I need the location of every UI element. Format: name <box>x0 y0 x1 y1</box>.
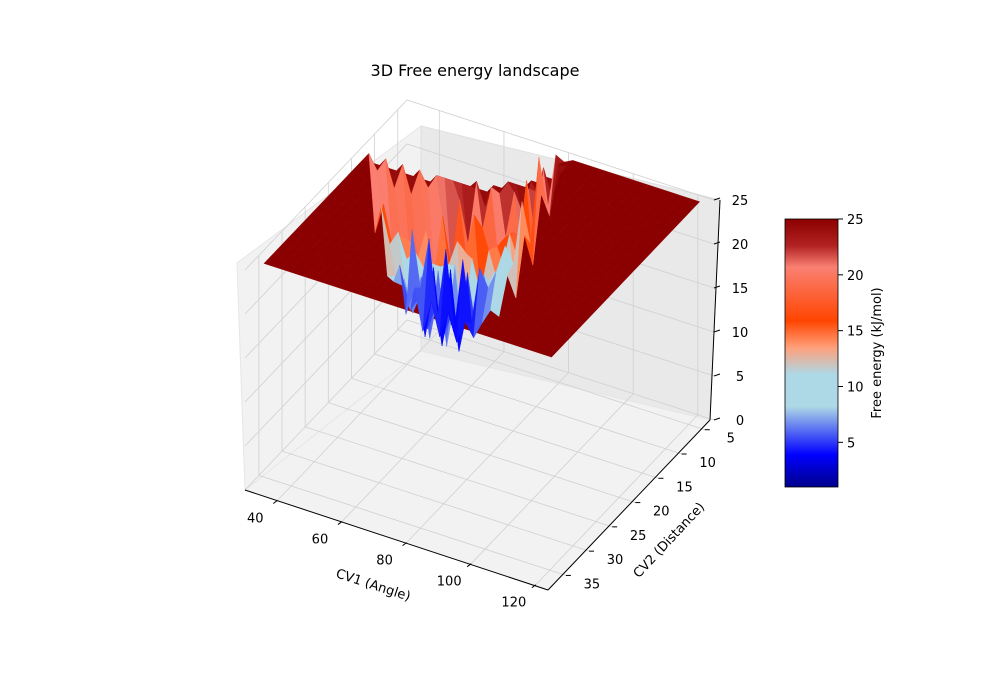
y-tick-label: 10 <box>699 456 716 471</box>
x-tick-mark <box>466 563 472 568</box>
z-tick-mark <box>713 373 721 377</box>
x-tick-label: 40 <box>247 512 264 527</box>
x-axis-label: CV1 (Angle) <box>334 567 412 605</box>
z-tick-label: 25 <box>732 194 749 209</box>
y-tick-label: 20 <box>653 505 670 520</box>
colorbar-tick-label: 15 <box>847 325 864 340</box>
x-tick-mark <box>402 542 407 547</box>
y-tick-label: 30 <box>607 553 624 568</box>
chart-title: 3D Free energy landscape <box>371 61 580 80</box>
x-tick-label: 100 <box>437 575 462 590</box>
z-tick-mark <box>713 329 721 333</box>
colorbar-tick-label: 25 <box>847 213 864 228</box>
surface-patch <box>684 198 701 209</box>
z-tick-label: 15 <box>732 282 749 297</box>
z-tick-mark <box>713 417 721 421</box>
y-tick-label: 35 <box>584 577 601 592</box>
colorbar-label: Free energy (kJ/mol) <box>870 287 885 418</box>
z-tick-mark <box>713 241 721 245</box>
y-tick-label: 25 <box>630 529 647 544</box>
energy-surface <box>263 153 701 358</box>
y-tick-label: 15 <box>676 480 693 495</box>
colorbar-ticks: 5 10 15 20 25 <box>838 213 864 451</box>
x-tick-label: 60 <box>312 533 329 548</box>
y-axis-ticks: 5 10 15 20 25 30 35 <box>565 429 735 592</box>
colorbar-tick-label: 20 <box>847 269 864 284</box>
x-tick-label: 80 <box>376 554 393 569</box>
z-grid-line <box>244 319 715 491</box>
z-tick-label: 20 <box>732 238 749 253</box>
z-tick-label: 5 <box>736 370 744 385</box>
x-axis-line <box>244 489 549 591</box>
z-grid-line <box>244 99 715 271</box>
y-tick-label: 5 <box>727 432 735 447</box>
x-tick-label: 120 <box>501 596 526 611</box>
x-tick-mark <box>273 500 278 504</box>
z-tick-label: 10 <box>732 326 749 341</box>
z-tick-mark <box>713 197 721 201</box>
x-tick-mark <box>531 584 537 589</box>
y-axis-line <box>547 419 711 591</box>
colorbar-tick-label: 10 <box>847 381 864 396</box>
x-axis-ticks: 40 60 80 100 120 <box>247 500 537 611</box>
colorbar <box>784 218 839 488</box>
x-tick-mark <box>337 521 343 525</box>
z-tick-mark <box>713 285 721 289</box>
z-axis-ticks: 0 5 10 15 20 25 <box>713 194 749 429</box>
z-tick-label: 0 <box>736 414 744 429</box>
colorbar-tick-label: 5 <box>847 436 855 451</box>
z-axis-line <box>709 199 721 421</box>
